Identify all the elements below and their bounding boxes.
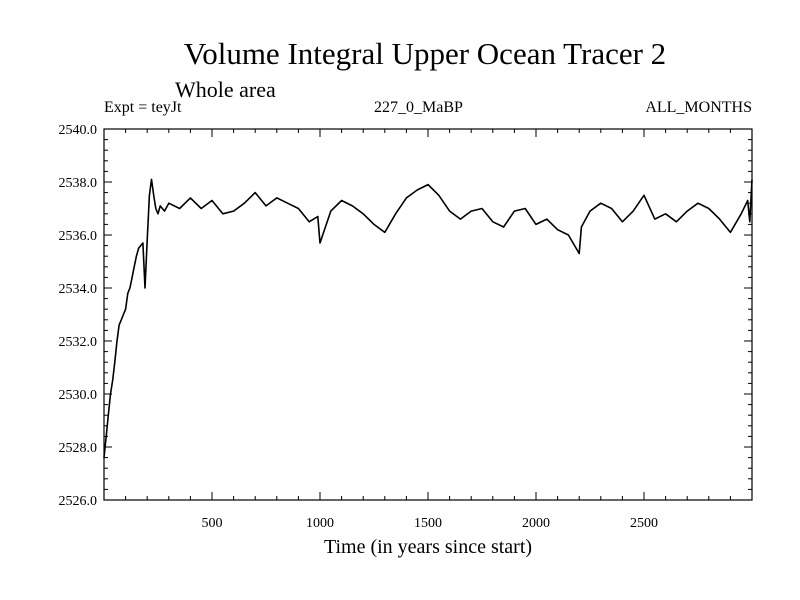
plot-frame [103,128,753,501]
experiment-label: Expt = teyJt [104,99,182,116]
period-label: 227_0_MaBP [374,99,463,116]
y-tick-label: 2538.0 [59,176,98,191]
x-tick-label: 1500 [414,516,442,531]
y-tick-label: 2532.0 [59,335,98,350]
x-tick-label: 500 [202,516,223,531]
x-tick-label: 2000 [522,516,550,531]
chart-subtitle: Whole area [175,77,276,102]
x-tick-label: 2500 [630,516,658,531]
y-tick-label: 2528.0 [59,441,98,456]
y-tick-label: 2540.0 [59,123,98,138]
series-layer [103,178,753,458]
x-tick-label: 1000 [306,516,334,531]
y-tick-label: 2536.0 [59,229,98,244]
chart-title: Volume Integral Upper Ocean Tracer 2 [183,36,667,71]
series-line [103,178,753,458]
y-tick-label: 2530.0 [59,388,98,403]
y-tick-label: 2534.0 [59,282,98,297]
tick-layer: 2526.0 2528.0 2530.0 2532.0 2534.0 2536.0 2538… [59,123,752,531]
y-tick-label: 2526.0 [59,494,98,509]
months-label: ALL_MONTHS [645,99,752,116]
x-axis-label: Time (in years since start) [324,536,532,558]
